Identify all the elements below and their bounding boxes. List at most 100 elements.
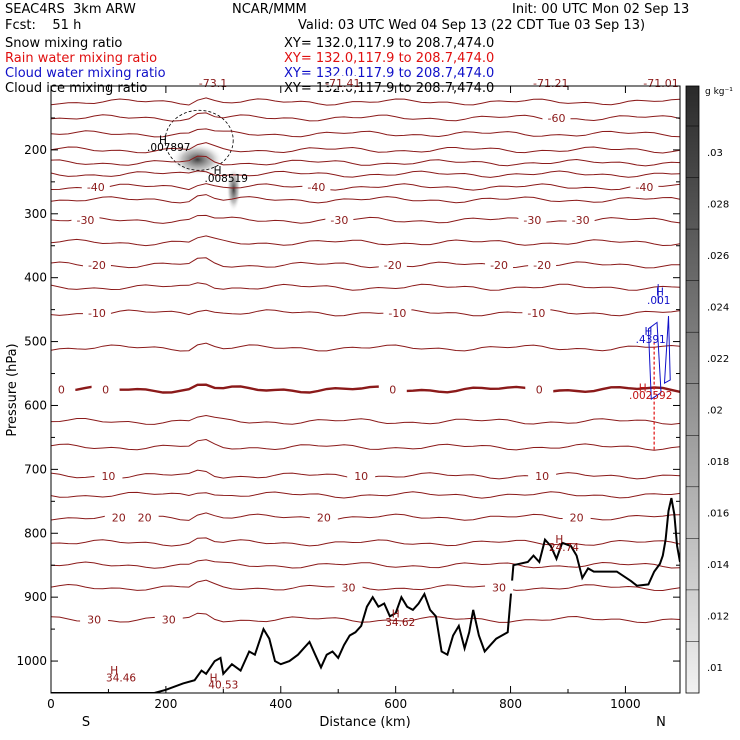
colorbar-label: .02 [707,406,723,417]
maximum-label: 34.62 [385,617,415,629]
temperature-contour [51,142,680,154]
colorbar-label: .024 [707,302,729,313]
contour-label: -20 [384,259,402,272]
contour-label: 0 [536,384,543,397]
contour-label-bg [130,510,159,524]
contour-label-bg [518,213,547,227]
contour-label-bg [630,179,659,193]
contour-label: -30 [76,214,94,227]
contour-label-bg [528,468,557,482]
colorbar-label: .016 [707,509,729,520]
y-axis-label: Pressure (hPa) [5,343,20,436]
contour-label-bg [566,213,595,227]
temperature-contour [51,183,680,191]
y-tick-label: 600 [24,398,47,412]
cloud-water-contour [647,321,662,400]
contour-label: -71.41 [325,77,360,90]
temperature-contour [51,579,680,592]
contour-label-bg [91,382,120,396]
colorbar-label: .03 [707,148,723,159]
contour-label: -71.21 [533,77,568,90]
y-tick-label: 700 [24,462,47,476]
contour-label: -60 [548,112,566,125]
plot-frame [50,85,681,694]
field-name-rain: Rain water mixing ratio [5,51,158,66]
maximum-label: 34.46 [106,672,136,684]
temperature-contour [51,170,680,178]
contour-label-bg [347,468,376,482]
x-tick-label: 800 [499,697,522,711]
temperature-contour [51,414,680,425]
ice-contour [164,109,234,171]
contour-label: 30 [492,582,506,595]
field-name-snow: Snow mixing ratio [5,36,123,51]
maximum-label: H [644,326,652,338]
contour-label: -30 [330,214,348,227]
contour-label: -20 [88,259,106,272]
contour-label: 10 [354,470,368,483]
contour-label-bg [47,382,76,396]
contour-label-bg [485,257,514,271]
contour-label: 30 [342,582,356,595]
contour-label: -10 [88,307,106,320]
contour-label-bg [485,580,514,594]
y-tick-label: 300 [24,207,47,221]
contour-label-bg [528,257,557,271]
contour-label: -20 [490,259,508,272]
terrain-line [51,497,680,693]
colorbar-label: .014 [707,560,729,571]
maximum-label: .002592 [629,390,672,402]
snow-shading [226,167,241,212]
contour-label-bg [562,510,591,524]
y-tick-label: 1000 [16,654,47,668]
colorbar-label: .018 [707,457,729,468]
header-init: Init: 00 UTC Mon 02 Sep 13 [512,2,690,17]
contour-label: -20 [533,259,551,272]
y-tick-label: 900 [24,590,47,604]
contour-label: -40 [87,181,105,194]
contour-label: 0 [102,384,109,397]
x-tick-label: 200 [154,697,177,711]
temperature-contour [51,257,680,269]
maximum-label: H [159,135,167,147]
contour-label: -40 [635,181,653,194]
x-tick-label: 1000 [610,697,641,711]
contour-label-bg [80,612,109,626]
contour-label: -30 [572,214,590,227]
colorbar-label: .028 [707,199,729,210]
temperature-contour [51,342,680,352]
temperature-contour [51,309,680,317]
field-name-cloud-water: Cloud water mixing ratio [5,66,166,81]
contour-label-bg [383,305,412,319]
contour-label: 0 [58,384,65,397]
freezing-level-contour [51,383,680,394]
contour-label-bg [378,257,407,271]
contour-label-bg [94,468,123,482]
maximum-label: 40.53 [208,680,238,692]
contour-label: -71.01 [643,77,678,90]
temperature-contour [341,86,630,87]
header-valid: Valid: 03 UTC Wed 04 Sep 13 (22 CDT Tue … [298,18,646,33]
maximum-label: .008519 [204,173,247,185]
y-tick-label: 200 [24,143,47,157]
contour-label: 20 [317,511,331,524]
contour-label-bg [81,179,110,193]
maximum-label: H [392,609,400,621]
temperature-contour [51,235,680,247]
contour-label: -40 [307,181,325,194]
contour-label: -30 [523,214,541,227]
colorbar-label: .022 [707,354,729,365]
field-xy-rain: XY= 132.0,117.9 to 208.7,474.0 [284,51,495,66]
temperature-contour [51,112,680,122]
header-center: NCAR/MMM [232,2,307,17]
maximum-label: H [110,665,118,677]
x-axis-north-label: N [656,715,666,730]
contour-label-bg [522,305,551,319]
maximum-label: H [214,165,222,177]
contour-label: 30 [87,614,101,627]
temperature-contour [51,559,680,569]
temperature-contour [51,194,680,204]
contour-label-bg [525,382,554,396]
colorbar-label: .01 [707,663,723,674]
